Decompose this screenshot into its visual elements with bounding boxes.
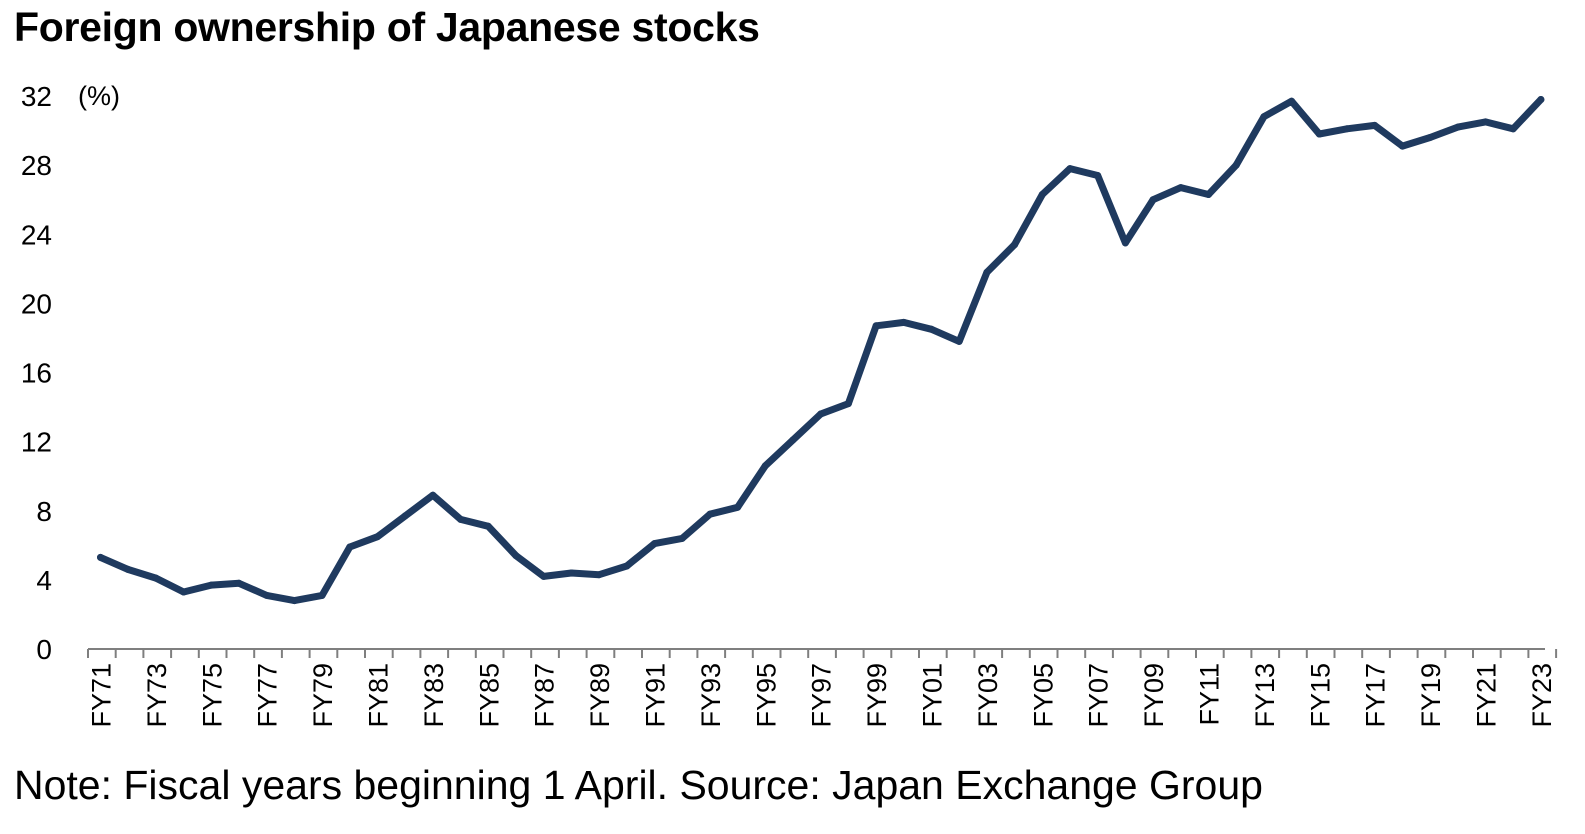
x-tick-label: FY73 [142, 663, 172, 728]
chart-title: Foreign ownership of Japanese stocks [14, 4, 760, 50]
x-tick-label: FY87 [530, 663, 560, 728]
data-point [1454, 123, 1462, 131]
data-point [540, 572, 548, 580]
x-tick-label: FY21 [1472, 663, 1502, 728]
x-tick-label: FY79 [308, 663, 338, 728]
data-point [983, 268, 991, 276]
data-point [1482, 118, 1489, 126]
data-point [124, 566, 132, 573]
data-point [734, 503, 742, 511]
data-point [678, 534, 686, 542]
data-point [1537, 96, 1545, 103]
x-tick-label: FY99 [862, 663, 892, 728]
data-point [235, 579, 243, 587]
x-tick-label: FY93 [696, 663, 726, 728]
y-tick-label: 4 [36, 565, 52, 596]
y-axis-unit-label: (%) [78, 81, 120, 111]
data-point [429, 491, 437, 499]
data-point [1094, 172, 1102, 179]
data-point [844, 400, 852, 408]
data-point [1315, 130, 1323, 138]
x-tick-label: FY23 [1527, 663, 1557, 728]
y-tick-label: 8 [36, 496, 52, 527]
data-point [900, 318, 908, 326]
data-point [761, 462, 769, 470]
data-point [1426, 134, 1434, 141]
data-point [1066, 165, 1074, 173]
y-tick-label: 0 [36, 634, 52, 665]
data-point [1038, 191, 1046, 198]
y-tick-label: 12 [21, 427, 52, 458]
x-tick-label: FY09 [1139, 663, 1169, 728]
x-tick-label: FY97 [807, 663, 837, 728]
data-point [789, 436, 797, 444]
x-tick-label: FY71 [87, 663, 117, 728]
data-point [651, 540, 658, 548]
data-point [706, 510, 714, 518]
y-tick-label: 16 [21, 358, 52, 389]
data-point [207, 581, 215, 589]
data-point [928, 325, 935, 333]
y-axis: 0 4 8 12 16 20 24 28 32 [21, 81, 52, 665]
x-axis: FY71 FY73 FY75 FY77 FY79 FY81 FY83 FY85 FY87 FY89… [87, 648, 1558, 728]
x-tick-label: FY19 [1416, 663, 1446, 728]
x-tick-label: FY11 [1195, 663, 1225, 726]
x-tick-label: FY07 [1084, 663, 1114, 728]
data-point [623, 562, 631, 570]
y-tick-label: 32 [21, 81, 52, 112]
x-tick-label: FY17 [1361, 663, 1391, 728]
data-point [401, 512, 409, 520]
footnote: Note: Fiscal years beginning 1 April. So… [14, 762, 1263, 808]
data-point [1121, 239, 1129, 247]
data-point [1232, 161, 1240, 169]
x-tick-label: FY13 [1250, 663, 1280, 728]
data-point [97, 553, 104, 561]
x-tick-label: FY05 [1028, 663, 1058, 728]
data-point [1509, 125, 1517, 133]
x-tick-label: FY77 [253, 663, 283, 728]
data-point [484, 522, 492, 530]
x-tick-label: FY15 [1305, 663, 1335, 728]
x-tick-label: FY01 [918, 663, 948, 728]
data-point [1149, 196, 1157, 204]
x-tick-label: FY83 [419, 663, 449, 728]
data-point [1260, 113, 1268, 121]
data-point [595, 571, 603, 579]
series-group [97, 96, 1545, 605]
data-point [290, 597, 298, 605]
data-point [346, 543, 354, 551]
x-tick-label: FY85 [474, 663, 504, 728]
data-point [180, 588, 188, 596]
y-tick-label: 20 [21, 288, 52, 319]
data-point [1371, 121, 1379, 129]
data-point [1398, 142, 1406, 150]
data-point [955, 337, 963, 345]
data-point [152, 574, 160, 582]
x-tick-label: FY91 [641, 663, 671, 728]
x-tick-label: FY81 [364, 663, 394, 728]
series-line-foreign-ownership [97, 96, 1545, 605]
data-point [263, 591, 271, 599]
data-point [817, 410, 825, 418]
x-tick-label: FY03 [973, 663, 1003, 728]
data-point [1288, 97, 1296, 105]
x-tick-label: FY89 [585, 663, 615, 728]
data-point [457, 515, 465, 523]
data-point [374, 533, 381, 541]
data-point [512, 552, 520, 560]
y-tick-label: 24 [21, 219, 52, 250]
data-point [872, 322, 880, 330]
data-point [567, 569, 575, 577]
x-tick-label: FY95 [751, 663, 781, 728]
data-point [318, 591, 326, 599]
y-tick-label: 28 [21, 150, 52, 181]
data-point [1205, 191, 1212, 198]
data-point [1177, 184, 1185, 192]
data-point [1011, 241, 1019, 249]
x-tick-label: FY75 [197, 663, 227, 728]
data-point [1343, 125, 1351, 133]
